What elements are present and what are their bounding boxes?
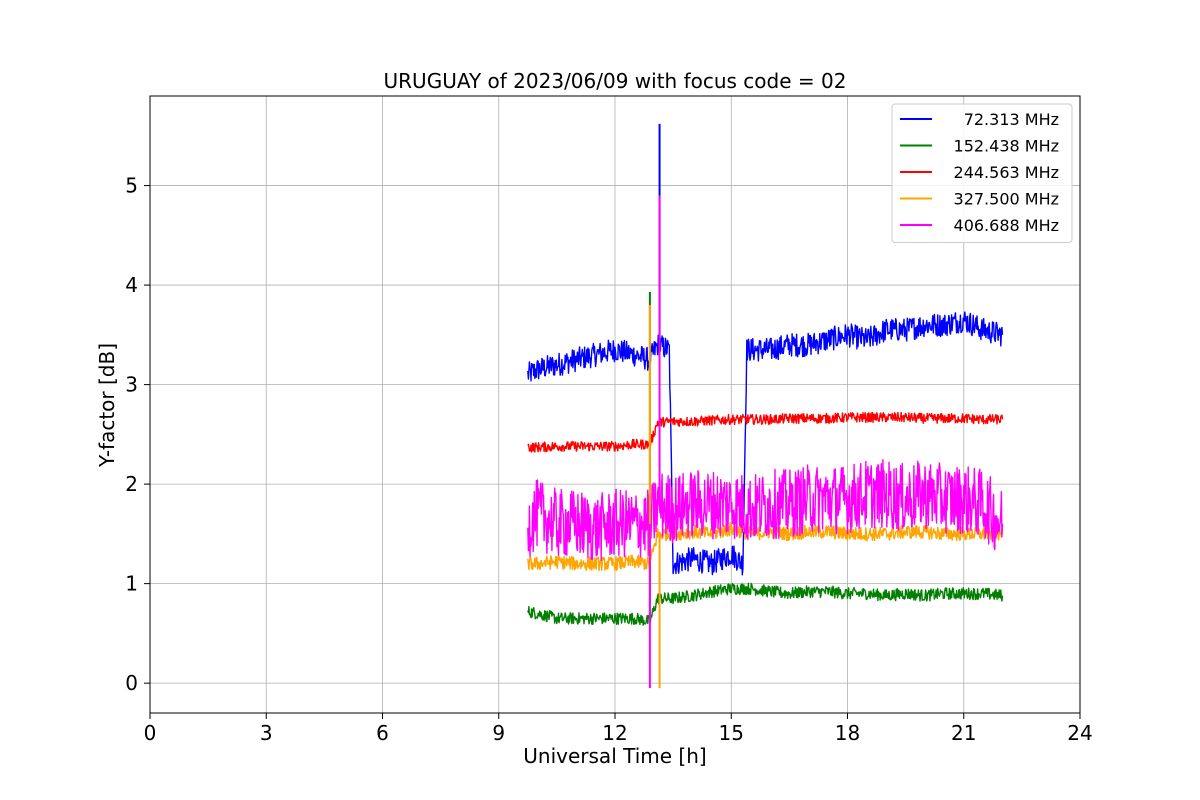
x-tick-label: 0: [144, 721, 157, 745]
x-tick-label: 6: [376, 721, 389, 745]
x-tick-label: 18: [835, 721, 860, 745]
series-line: [527, 311, 1004, 576]
legend-label: 244.563 MHz: [954, 163, 1059, 182]
x-tick-label: 12: [602, 721, 627, 745]
x-tick-label: 21: [951, 721, 976, 745]
legend: 72.313 MHz 152.438 MHz 244.563 MHz 327.500 …: [891, 103, 1073, 243]
x-tick-label: 24: [1067, 721, 1092, 745]
chart-title: URUGUAY of 2023/06/09 with focus code = …: [384, 69, 847, 93]
series-line: [527, 411, 1004, 453]
y-tick-label: 1: [125, 572, 138, 596]
y-tick-label: 2: [125, 472, 138, 496]
legend-label: 152.438 MHz: [954, 137, 1059, 156]
x-axis-ticks: 0 3 6 9 12 15 18 21 24: [144, 713, 1093, 745]
x-axis-label: Universal Time [h]: [523, 744, 706, 768]
series-line: [527, 582, 1004, 626]
y-tick-label: 3: [125, 373, 138, 397]
legend-label: 327.500 MHz: [954, 190, 1059, 209]
y-tick-label: 0: [125, 671, 138, 695]
legend-box: [891, 103, 1073, 243]
legend-label: 406.688 MHz: [954, 216, 1059, 235]
series-line: [527, 459, 1004, 562]
y-axis-ticks: 0 1 2 3 4 5: [125, 174, 150, 695]
y-tick-label: 5: [125, 174, 138, 198]
x-tick-label: 3: [260, 721, 273, 745]
y-axis-label: Y-factor [dB]: [95, 343, 119, 468]
plot-series: [527, 123, 1004, 689]
x-tick-label: 9: [492, 721, 505, 745]
y-tick-label: 4: [125, 273, 138, 297]
legend-label: 72.313 MHz: [964, 110, 1059, 129]
x-tick-label: 15: [719, 721, 744, 745]
